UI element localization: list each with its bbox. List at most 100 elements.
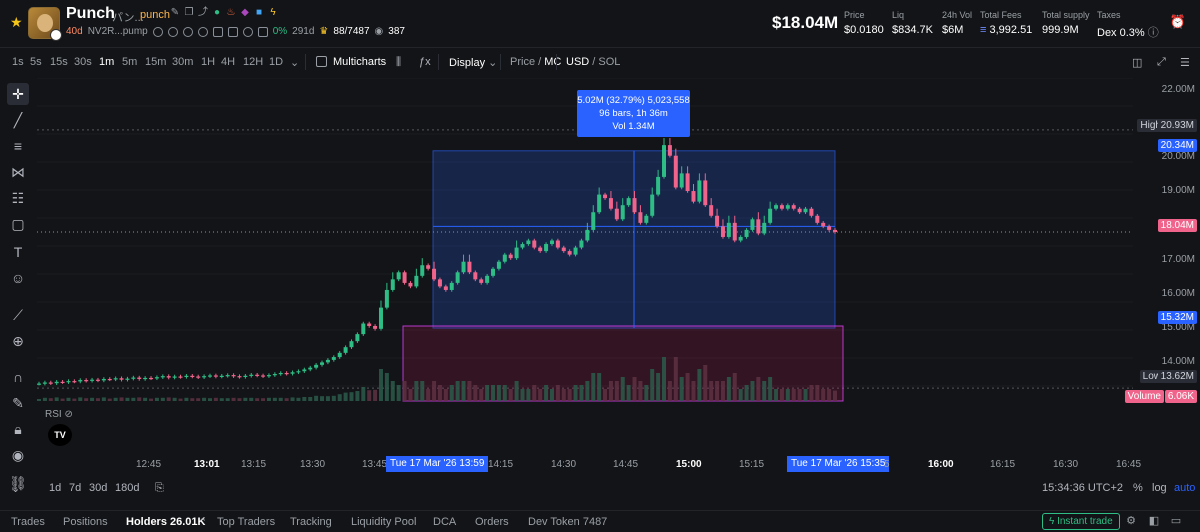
tradingview-logo[interactable]: TV: [48, 424, 72, 446]
candle-body: [302, 369, 307, 372]
emoji-icon[interactable]: ☺: [10, 270, 26, 286]
tab-trades[interactable]: Trades: [11, 516, 45, 528]
display-dropdown[interactable]: Display ⌄: [449, 57, 498, 69]
price-mc-toggle[interactable]: Price / MC: [510, 56, 562, 68]
lock-icon[interactable]: 🔒︎: [14, 421, 22, 437]
interval-1d[interactable]: 1D: [269, 56, 284, 68]
volume-bar: [585, 381, 590, 401]
draw-mode-icon[interactable]: ✎: [12, 395, 24, 411]
instant-trade-button[interactable]: ϟ Instant trade: [1042, 513, 1120, 530]
interval-1s[interactable]: 1s: [12, 56, 24, 68]
globe-icon[interactable]: [182, 26, 193, 37]
range-30d[interactable]: 30d: [89, 482, 108, 494]
time-tick: 16:30: [1053, 459, 1079, 470]
parallel-lines-icon[interactable]: ≡: [13, 138, 23, 154]
chart-icon[interactable]: [257, 26, 268, 37]
zoom-in-icon[interactable]: ⊕: [12, 333, 24, 349]
log-toggle[interactable]: log: [1152, 482, 1167, 494]
tab-orders[interactable]: Orders: [475, 516, 509, 528]
candle-body: [591, 212, 596, 230]
user-icon[interactable]: [152, 26, 163, 37]
volume-bar: [538, 389, 543, 401]
camera-icon[interactable]: ◫: [1132, 57, 1143, 69]
volume-bar: [184, 397, 189, 401]
volume-bar: [797, 389, 802, 401]
tab-top-traders[interactable]: Top Traders: [217, 516, 276, 528]
search-icon[interactable]: [227, 26, 238, 37]
collapse-chevron-icon[interactable]: ⌄: [11, 483, 21, 495]
tab-holders[interactable]: Holders 26.01K: [126, 516, 206, 528]
tab-dev-token[interactable]: Dev Token 7487: [528, 516, 608, 528]
crosshair-icon[interactable]: ✛: [7, 83, 29, 105]
ruler-icon[interactable]: ⟋: [13, 307, 23, 323]
range-1d[interactable]: 1d: [49, 482, 62, 494]
magnet-icon[interactable]: ∩: [12, 369, 24, 385]
percent-toggle[interactable]: %: [1133, 482, 1143, 494]
edit-icon[interactable]: ✎: [170, 7, 180, 18]
candle-body: [95, 379, 100, 381]
link-icon[interactable]: ⛓︎: [9, 475, 27, 491]
fib-icon[interactable]: ☷: [11, 190, 25, 206]
volume-bar: [703, 365, 708, 401]
volume-bar: [785, 389, 790, 401]
goto-date-icon[interactable]: ⎘: [155, 482, 164, 494]
tab-liquidity-pool[interactable]: Liquidity Pool: [351, 516, 417, 528]
interval-dropdown-chevron-icon[interactable]: ⌄: [290, 57, 300, 69]
settings-gear-icon[interactable]: ⚙: [1126, 515, 1136, 527]
interval-1m[interactable]: 1m: [99, 56, 115, 68]
price-axis[interactable]: 22.00M 20.00M 19.00M 17.00M 16.00M 15.00…: [1124, 78, 1200, 408]
settings-icon[interactable]: ☰: [1180, 57, 1190, 69]
range-7d[interactable]: 7d: [69, 482, 82, 494]
indicators-fx-icon[interactable]: ƒx: [419, 56, 431, 68]
x-social-icon[interactable]: [197, 26, 208, 37]
candle-body: [561, 247, 566, 252]
fire-icon: ♨: [226, 7, 236, 18]
volume-bar: [443, 389, 448, 401]
telegram-icon[interactable]: [212, 26, 223, 37]
volume-bar: [261, 398, 266, 401]
interval-30m[interactable]: 30m: [172, 56, 194, 68]
tab-holders-chevron-icon[interactable]: ⌃: [198, 517, 208, 529]
auto-toggle[interactable]: auto: [1174, 482, 1196, 494]
interval-4h[interactable]: 4H: [221, 56, 236, 68]
eye-visibility-icon[interactable]: ◉: [11, 447, 25, 463]
pattern-icon[interactable]: ⋈: [11, 164, 25, 180]
multicharts-toggle[interactable]: Multicharts: [316, 56, 386, 68]
layout-icon[interactable]: ◧: [1148, 515, 1160, 527]
volume-bar: [514, 381, 519, 401]
interval-12h[interactable]: 12H: [243, 56, 264, 68]
tab-positions[interactable]: Positions: [63, 516, 108, 528]
interval-1h[interactable]: 1H: [201, 56, 216, 68]
shape-rectangle-icon[interactable]: ▢: [11, 216, 25, 232]
pill-icon[interactable]: [242, 26, 253, 37]
time-axis[interactable]: 12:45 13:01 13:15 13:30 13:45 Tue 17 Mar…: [37, 456, 1141, 472]
rsi-indicator-label[interactable]: RSI ⊘: [45, 409, 73, 420]
interval-5m[interactable]: 5m: [122, 56, 138, 68]
coin-icon[interactable]: [167, 26, 178, 37]
candle-style-icon[interactable]: ⫼: [396, 56, 402, 68]
interval-5s[interactable]: 5s: [30, 56, 42, 68]
toolbar-divider: [500, 54, 501, 70]
interval-30s[interactable]: 30s: [74, 56, 92, 68]
usd-sol-toggle[interactable]: USD / SOL: [566, 56, 621, 68]
token-address[interactable]: NV2R...pump: [87, 26, 148, 37]
interval-15s[interactable]: 15s: [50, 56, 68, 68]
candle-body: [768, 208, 773, 223]
tab-tracking[interactable]: Tracking: [290, 516, 332, 528]
favorite-star-icon[interactable]: ★: [10, 14, 23, 30]
candle-body: [585, 229, 590, 241]
range-180d[interactable]: 180d: [115, 482, 140, 494]
utc-clock[interactable]: 15:34:36 UTC+2: [1042, 482, 1124, 494]
candlestick-chart[interactable]: [37, 78, 1133, 403]
volume-bar: [42, 397, 47, 401]
text-tool-icon[interactable]: T: [13, 244, 23, 260]
interval-15m[interactable]: 15m: [145, 56, 167, 68]
fullscreen-icon[interactable]: ⤢: [1157, 56, 1166, 68]
tab-dca[interactable]: DCA: [433, 516, 457, 528]
copy-icon[interactable]: ❐: [184, 7, 194, 18]
candle-body: [679, 173, 684, 188]
trend-line-icon[interactable]: ╱: [13, 112, 23, 128]
share-icon[interactable]: ⤴: [198, 7, 208, 18]
window-icon[interactable]: ▭: [1170, 515, 1182, 527]
alarm-icon[interactable]: ⏰: [1169, 14, 1187, 29]
